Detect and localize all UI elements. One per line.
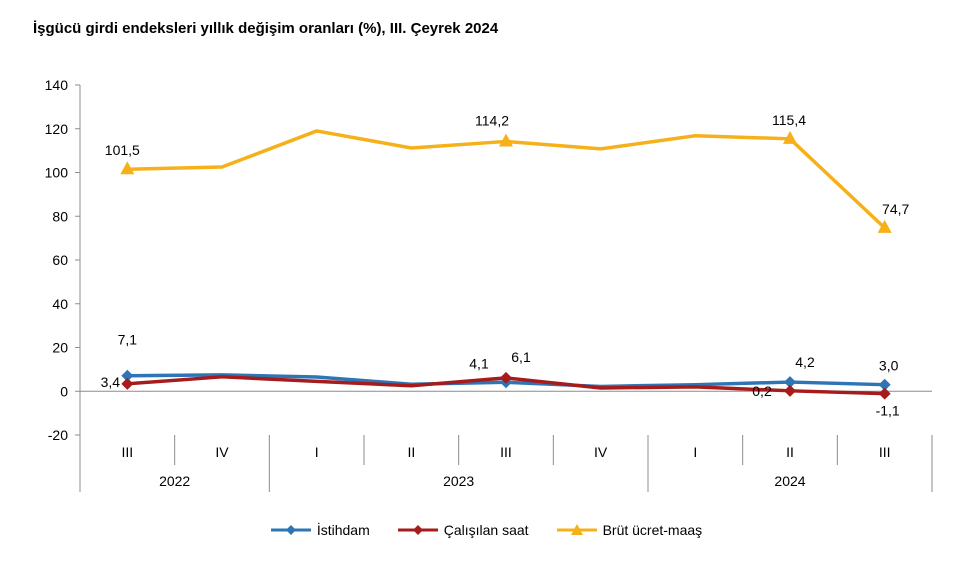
x-tick-label-year: 2022 [159,473,190,489]
data-label-brut-ucret-maas: 101,5 [105,142,140,158]
legend-item-calisilan-saat: Çalışılan saat [396,522,529,538]
data-label-brut-ucret-maas: 74,7 [882,201,909,217]
x-tick-label-quarter: I [315,444,319,460]
data-label-calisilan-saat: 3,4 [101,374,121,390]
data-label-calisilan-saat: 0,2 [752,383,772,399]
y-tick-label: 0 [60,383,68,399]
y-tick-label: 140 [45,77,69,93]
data-label-brut-ucret-maas: 115,4 [772,112,806,128]
data-label-istihdam: 3,0 [879,358,899,374]
data-label-brut-ucret-maas: 114,2 [475,112,509,128]
x-tick-label-quarter: I [693,444,697,460]
data-point-calisilan-saat [500,371,512,384]
legend-item-istihdam: İstihdam [269,522,370,538]
y-tick-label: 100 [45,165,69,181]
data-point-istihdam [121,369,134,382]
data-point-brut-ucret-maas [499,133,513,147]
x-tick-label-quarter: II [786,444,794,460]
data-point-calisilan-saat [878,387,891,400]
data-point-istihdam [878,378,891,391]
legend-marker-brut-ucret-maas [556,524,597,535]
data-label-istihdam: 7,1 [118,332,138,348]
chart-title: İşgücü girdi endeksleri yıllık değişim o… [33,20,499,37]
x-tick-label-quarter: III [500,444,512,460]
y-tick-label: 80 [52,208,68,224]
data-label-calisilan-saat: -1,1 [876,403,900,419]
legend: İstihdam Çalışılan saat Brüt ücret-maaş [0,522,971,538]
y-tick-label: 120 [45,121,69,137]
data-label-istihdam: 4,2 [795,354,815,370]
x-tick-label-quarter: IV [215,444,229,460]
data-point-calisilan-saat [121,377,134,390]
x-tick-label-quarter: III [121,444,133,460]
data-label-istihdam: 4,1 [469,355,489,371]
legend-marker-calisilan-saat [397,525,438,535]
x-tick-label-quarter: II [407,444,415,460]
legend-item-brut-ucret-maas: Brüt ücret-maaş [555,522,703,538]
y-tick-label: 40 [52,296,68,312]
data-point-brut-ucret-maas [783,130,797,144]
data-point-brut-ucret-maas [120,161,135,175]
x-tick-label-quarter: IV [594,444,608,460]
y-tick-label: 20 [52,340,68,356]
data-label-calisilan-saat: 6,1 [511,349,531,365]
legend-label-calisilan-saat: Çalışılan saat [443,522,529,538]
legend-label-istihdam: İstihdam [316,522,370,538]
x-tick-label-year: 2023 [443,473,474,489]
legend-marker-istihdam [270,525,311,535]
data-point-calisilan-saat [784,384,796,397]
data-point-istihdam [784,376,796,389]
x-tick-label-year: 2024 [774,473,805,489]
legend-label-brut-ucret-maas: Brüt ücret-maaş [602,522,703,538]
x-tick-label-quarter: III [879,444,891,460]
y-tick-label: -20 [48,427,68,443]
y-tick-label: 60 [52,252,68,268]
data-point-brut-ucret-maas [877,219,892,233]
